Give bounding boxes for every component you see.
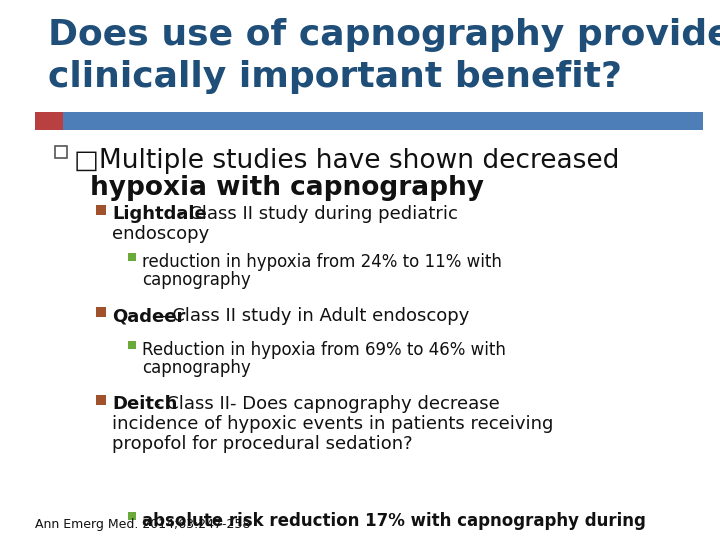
Bar [128, 253, 136, 261]
Text: Lightdale: Lightdale [112, 205, 207, 223]
Bar [128, 341, 136, 349]
Text: Ann Emerg Med. 2014;63:247-258: Ann Emerg Med. 2014;63:247-258 [35, 518, 251, 531]
Text: - Class II study in Adult endoscopy: - Class II study in Adult endoscopy [160, 307, 469, 325]
Text: - Class II study during pediatric: - Class II study during pediatric [177, 205, 458, 223]
Bar [35, 112, 63, 130]
Text: absolute risk reduction 17% with capnography during: absolute risk reduction 17% with capnogr… [142, 512, 646, 530]
Bar [96, 205, 106, 215]
Text: capnography: capnography [142, 271, 251, 289]
Text: capnography: capnography [142, 359, 251, 377]
Bar [55, 146, 67, 158]
Text: Deitch: Deitch [112, 395, 177, 413]
Bar [96, 395, 106, 405]
Text: □Multiple studies have shown decreased: □Multiple studies have shown decreased [74, 148, 619, 174]
Text: Does use of capnography provide: Does use of capnography provide [48, 18, 720, 52]
Text: Qadeer: Qadeer [112, 307, 185, 325]
Bar [128, 512, 136, 520]
Bar [63, 112, 703, 130]
Text: reduction in hypoxia from 24% to 11% with: reduction in hypoxia from 24% to 11% wit… [142, 253, 502, 271]
Text: incidence of hypoxic events in patients receiving: incidence of hypoxic events in patients … [112, 415, 554, 433]
Text: Reduction in hypoxia from 69% to 46% with: Reduction in hypoxia from 69% to 46% wit… [142, 341, 506, 359]
Text: propofol for procedural sedation?: propofol for procedural sedation? [112, 435, 413, 453]
Bar [96, 307, 106, 317]
Text: endoscopy: endoscopy [112, 225, 210, 243]
Text: clinically important benefit?: clinically important benefit? [48, 60, 622, 94]
Text: - Class II- Does capnography decrease: - Class II- Does capnography decrease [154, 395, 500, 413]
Text: hypoxia with capnography: hypoxia with capnography [90, 175, 484, 201]
